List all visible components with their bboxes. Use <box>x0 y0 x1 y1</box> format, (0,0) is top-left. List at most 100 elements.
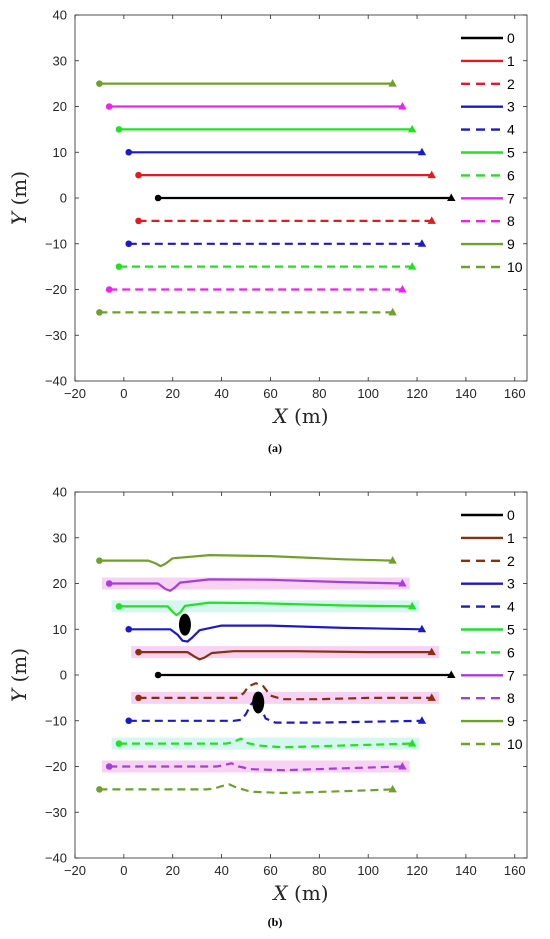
chart-b-legend-label-9: 9 <box>507 713 515 729</box>
chart-b-series-9-start-marker <box>96 557 103 564</box>
chart-b-series-0-start-marker <box>154 671 162 679</box>
chart-a-legend-label-7: 7 <box>507 190 515 206</box>
chart-a-legend-label-8: 8 <box>507 213 515 229</box>
chart-a-ytick-label: −40 <box>45 374 67 389</box>
chart-b-series-1-start-marker <box>135 648 142 656</box>
chart-b-ytick-label: −30 <box>45 805 67 820</box>
chart-a-ytick-label: 0 <box>60 191 67 206</box>
chart-b-highlight-band <box>101 760 410 773</box>
chart-b-xtick-label: 20 <box>165 863 179 878</box>
chart-a-xtick-label: 160 <box>504 386 526 401</box>
chart-b-ytick-label: 30 <box>53 530 67 545</box>
chart-b-ytick-label: 10 <box>53 622 67 637</box>
chart-b-xtick-label: 40 <box>214 863 228 878</box>
chart-b-obstacle <box>178 613 191 636</box>
chart-b-obstacle <box>252 691 265 714</box>
chart-b-ytick-label: −20 <box>45 759 67 774</box>
chart-b-caption: (b) <box>268 915 283 929</box>
chart-b-series-8-end-marker <box>398 762 407 770</box>
chart-b-ytick-label: −40 <box>45 851 67 866</box>
chart-b-series-1-line <box>138 650 432 661</box>
chart-b-series-10-end-marker <box>388 784 397 793</box>
chart-a-series-1-end-marker <box>427 170 436 179</box>
chart-a-legend-label-10: 10 <box>507 259 523 275</box>
chart-a-xtick-label: 0 <box>120 386 127 401</box>
chart-a-series-4-start-marker <box>125 240 133 248</box>
chart-b-series-3-line <box>128 624 422 643</box>
chart-b-series-1-end-marker <box>427 647 436 656</box>
chart-b-xlabel: X (m) <box>271 881 328 905</box>
chart-b-legend-label-2: 2 <box>507 553 515 569</box>
chart-b-xtick-label: 140 <box>455 863 477 878</box>
chart-a-series-3-end-marker <box>417 147 427 156</box>
chart-b-series-8-line <box>109 762 403 772</box>
chart-a-series-2-start-marker <box>135 217 142 225</box>
chart-b-series-7-start-marker <box>105 580 113 587</box>
chart-a-series-8-end-marker <box>398 285 407 293</box>
chart-a-series-6-end-marker <box>407 262 417 270</box>
chart-b-legend-label-3: 3 <box>507 576 515 592</box>
chart-b-highlight-band <box>101 577 410 590</box>
chart-b-legend-label-6: 6 <box>507 644 515 660</box>
chart-a-ytick-label: 20 <box>53 99 67 114</box>
chart-a-legend-label-6: 6 <box>507 167 515 183</box>
chart-a-xtick-label: 100 <box>357 386 379 401</box>
chart-b-ticks: −20 0 20 40 60 80 100 120 140 160403020100−10−20−… <box>45 485 527 878</box>
chart-a-series-10-start-marker <box>96 309 103 316</box>
chart-b-series-3-end-marker <box>417 624 427 633</box>
chart-b: −20 0 20 40 60 80 100 120 140 160403020100−10−20−… <box>7 485 528 929</box>
chart-b-series-4-start-marker <box>125 717 133 725</box>
chart-b-ylabel: Y (m) <box>7 648 31 702</box>
chart-b-highlight-band <box>111 737 420 750</box>
chart-b-series-7-line <box>109 578 403 592</box>
chart-b-series-10-line <box>99 783 393 795</box>
chart-a-series-2-end-marker <box>427 216 436 224</box>
chart-a: −20 0 20 40 60 80 100 120 140 160403020100−10−20−… <box>7 8 528 455</box>
chart-b-series-9-line <box>99 554 393 568</box>
chart-b-series-4-end-marker <box>417 716 427 724</box>
chart-a-series-8-start-marker <box>105 286 113 293</box>
chart-a-legend: 0 1 2 3 4 5 6 7 8 9 10 <box>461 30 523 275</box>
chart-a-legend-label-5: 5 <box>507 145 515 161</box>
chart-a-series-9-end-marker <box>388 79 397 87</box>
chart-b-series-5-line <box>119 601 413 617</box>
chart-b-series-5-start-marker <box>115 603 123 610</box>
chart-a-legend-label-0: 0 <box>507 30 515 46</box>
chart-b-legend-label-4: 4 <box>507 599 515 615</box>
chart-b-ytick-label: 20 <box>53 576 67 591</box>
chart-b-legend-label-8: 8 <box>507 690 515 706</box>
chart-a-ytick-label: 40 <box>53 8 67 23</box>
chart-a-xtick-label: 60 <box>263 386 277 401</box>
chart-b-series-6-end-marker <box>407 739 417 747</box>
chart-a-series-10-end-marker <box>388 307 397 316</box>
chart-b-series-6-start-marker <box>115 740 123 747</box>
chart-b-legend-label-5: 5 <box>507 622 515 638</box>
chart-a-legend-label-9: 9 <box>507 236 515 252</box>
chart-b-xtick-label: 120 <box>406 863 428 878</box>
chart-a-legend-label-2: 2 <box>507 76 515 92</box>
chart-b-series-6-line <box>119 737 413 749</box>
chart-b-xtick-label: 100 <box>357 863 379 878</box>
chart-b-highlight-band <box>111 600 420 613</box>
chart-a-series-7-end-marker <box>398 102 407 110</box>
chart-b-highlight-band <box>131 691 440 704</box>
chart-b-series-5-end-marker <box>407 601 417 610</box>
chart-b-series-2-start-marker <box>135 694 142 702</box>
chart-b-xtick-label: 60 <box>263 863 277 878</box>
chart-b-xtick-label: 0 <box>120 863 127 878</box>
chart-b-ytick-label: 40 <box>53 485 67 500</box>
chart-b-series-4-line <box>128 697 422 724</box>
chart-a-ytick-label: −20 <box>45 282 67 297</box>
chart-a-xtick-label: 80 <box>312 386 326 401</box>
chart-a-series-4-end-marker <box>417 239 427 247</box>
chart-a-series-9-start-marker <box>96 80 103 87</box>
chart-a-xtick-label: 140 <box>455 386 477 401</box>
chart-b-series-2-line <box>138 682 432 701</box>
chart-a-legend-label-1: 1 <box>507 53 515 69</box>
chart-b-ytick-label: 0 <box>60 668 67 683</box>
chart-b-series-10-start-marker <box>96 786 103 793</box>
chart-a-series-1-start-marker <box>135 171 142 179</box>
chart-b-legend-label-10: 10 <box>507 736 523 752</box>
chart-b-legend: 0 1 2 3 4 5 6 7 8 9 10 <box>461 507 523 752</box>
chart-a-ylabel: Y (m) <box>7 171 31 225</box>
